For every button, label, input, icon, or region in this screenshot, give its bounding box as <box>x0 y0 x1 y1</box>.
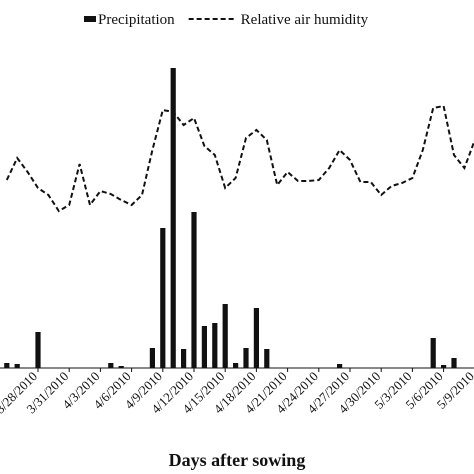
bar <box>108 363 114 368</box>
bar <box>233 363 239 368</box>
bar <box>337 364 343 368</box>
x-axis-label: Days after sowing <box>169 450 306 470</box>
bar <box>264 349 270 368</box>
bar <box>253 308 259 368</box>
bar <box>222 304 228 368</box>
line <box>5 104 474 213</box>
bar <box>118 366 124 368</box>
bar <box>451 358 457 368</box>
bar <box>430 338 436 368</box>
bar <box>149 348 155 368</box>
bar <box>14 364 20 368</box>
legend-label: Precipitation <box>98 12 175 28</box>
bar <box>35 332 41 368</box>
bar <box>191 212 197 368</box>
bar <box>160 228 166 368</box>
legend-swatch <box>84 16 96 22</box>
legend-label: Relative air humidity <box>241 12 369 28</box>
bar <box>201 326 207 368</box>
bar <box>212 323 218 368</box>
bar <box>441 365 447 368</box>
bar <box>181 349 187 368</box>
bar <box>243 348 249 368</box>
bar <box>4 363 10 368</box>
bar <box>170 68 176 368</box>
